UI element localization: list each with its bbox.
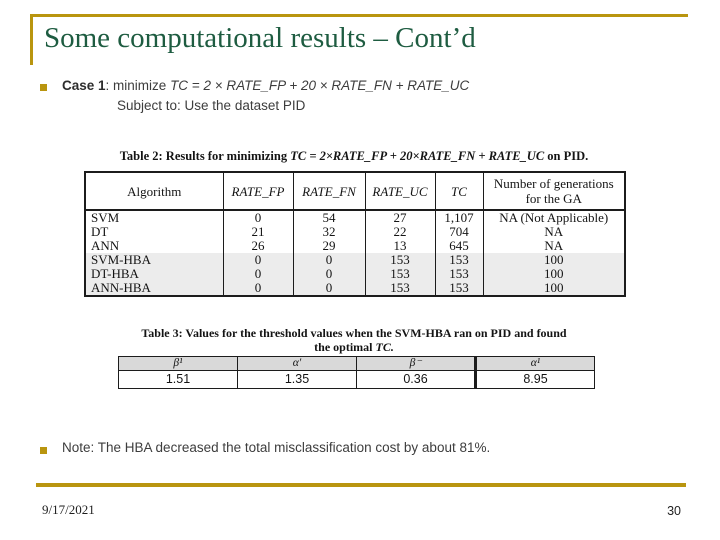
- top-accent-line: [30, 14, 688, 17]
- cell-rate-fp: 26: [222, 239, 294, 253]
- table2: Algorithm RATE_FP RATE_FN RATE_UC TC Num…: [84, 171, 626, 297]
- cell-tc: 704: [434, 225, 484, 239]
- cell-tc: 153: [434, 267, 484, 281]
- cell-tc: 1,107: [434, 210, 484, 225]
- note-text: Note: The HBA decreased the total miscla…: [62, 440, 491, 455]
- cell-rate-fp: 0: [222, 267, 294, 281]
- table-row: DT 21 32 22 704 NA: [84, 225, 626, 239]
- table2-col-rate-fp: RATE_FP: [222, 171, 294, 211]
- footer-accent-line: [36, 483, 686, 487]
- case1-bullet: Case 1: minimize TC = 2 × RATE_FP + 20 ×…: [62, 77, 469, 114]
- case1-lead: : minimize: [105, 78, 171, 93]
- cell-algorithm: SVM-HBA: [84, 253, 224, 267]
- cell-generations: NA: [482, 225, 626, 239]
- table2-col-rate-uc: RATE_UC: [364, 171, 436, 211]
- case1-subject: Subject to: Use the dataset PID: [117, 98, 306, 113]
- left-accent-line: [30, 14, 33, 65]
- cell-generations: NA: [482, 239, 626, 253]
- cell-beta-minus-value: 0.36: [356, 370, 476, 389]
- table2-caption: Table 2: Results for minimizing TC = 2×R…: [64, 149, 644, 164]
- page-number: 30: [667, 504, 681, 518]
- table3-caption-line2-prefix: the optimal: [314, 339, 376, 354]
- cell-tc: 153: [434, 253, 484, 267]
- cell-beta1-value: 1.51: [118, 370, 238, 389]
- cell-generations: 100: [482, 281, 626, 296]
- cell-generations: 100: [482, 253, 626, 267]
- table3-caption: Table 3: Values for the threshold values…: [84, 326, 624, 355]
- cell-rate-fp: 0: [222, 253, 294, 267]
- table2-caption-prefix: Table 2: Results for minimizing: [119, 149, 291, 163]
- case1-label: Case 1: [62, 78, 106, 93]
- cell-rate-uc: 13: [364, 239, 436, 253]
- cell-generations: NA (Not Applicable): [482, 210, 626, 225]
- cell-algorithm: DT: [84, 225, 224, 239]
- table2-col-rate-fn: RATE_FN: [292, 171, 366, 211]
- cell-rate-uc: 153: [364, 267, 436, 281]
- cell-algorithm: ANN-HBA: [84, 281, 224, 296]
- table-row: ANN-HBA 0 0 153 153 100: [84, 281, 626, 296]
- table2-caption-suffix: on PID.: [544, 149, 589, 163]
- cell-alpha1-value: 8.95: [474, 370, 595, 389]
- bullet-square-icon: [40, 447, 47, 454]
- cell-rate-fn: 29: [292, 239, 366, 253]
- cell-rate-fp: 0: [222, 210, 294, 225]
- table2-header-row: Algorithm RATE_FP RATE_FN RATE_UC TC Num…: [84, 171, 626, 211]
- cell-rate-fp: 21: [222, 225, 294, 239]
- cell-algorithm: DT-HBA: [84, 267, 224, 281]
- cell-algorithm: ANN: [84, 239, 224, 253]
- cell-rate-uc: 153: [364, 253, 436, 267]
- table3-caption-line1: Table 3: Values for the threshold values…: [141, 326, 567, 340]
- table2-caption-formula: TC = 2×RATE_FP + 20×RATE_FN + RATE_UC: [290, 149, 545, 163]
- cell-rate-uc: 153: [364, 281, 436, 296]
- table3: β¹ α′ β⁻ α¹ 1.51 1.35 0.36 8.95: [118, 356, 595, 389]
- table3-col-beta1: β¹: [118, 356, 238, 371]
- bullet-square-icon: [40, 84, 47, 91]
- cell-rate-fp: 0: [222, 281, 294, 296]
- table-row: ANN 26 29 13 645 NA: [84, 239, 626, 253]
- table3-caption-line2: the optimal TC.: [84, 339, 624, 355]
- page-title: Some computational results – Cont’d: [44, 22, 476, 54]
- cell-rate-fn: 0: [292, 281, 366, 296]
- cell-rate-fn: 54: [292, 210, 366, 225]
- cell-generations: 100: [482, 267, 626, 281]
- table2-col-tc: TC: [434, 171, 484, 211]
- table-row: SVM 0 54 27 1,107 NA (Not Applicable): [84, 210, 626, 225]
- footer-date: 9/17/2021: [42, 502, 95, 517]
- table2-col-generations: Number of generations for the GA: [482, 171, 626, 211]
- table-row: DT-HBA 0 0 153 153 100: [84, 267, 626, 281]
- table3-caption-line2-formula: TC.: [375, 339, 394, 354]
- table2-col-algorithm: Algorithm: [84, 171, 224, 211]
- cell-rate-uc: 22: [364, 225, 436, 239]
- cell-algorithm: SVM: [84, 210, 224, 225]
- table3-col-alpha1: α¹: [474, 356, 595, 371]
- case1-formula: TC = 2 × RATE_FP + 20 × RATE_FN + RATE_U…: [170, 78, 470, 93]
- cell-rate-fn: 0: [292, 253, 366, 267]
- table-row: SVM-HBA 0 0 153 153 100: [84, 253, 626, 267]
- table3-col-alpha-prime: α′: [237, 356, 357, 371]
- table3-col-beta-minus: β⁻: [356, 356, 476, 371]
- cell-tc: 153: [434, 281, 484, 296]
- cell-rate-uc: 27: [364, 210, 436, 225]
- cell-rate-fn: 0: [292, 267, 366, 281]
- table-row: 1.51 1.35 0.36 8.95: [118, 370, 595, 389]
- cell-rate-fn: 32: [292, 225, 366, 239]
- cell-alpha-prime-value: 1.35: [237, 370, 357, 389]
- cell-tc: 645: [434, 239, 484, 253]
- table3-header-row: β¹ α′ β⁻ α¹: [118, 356, 595, 371]
